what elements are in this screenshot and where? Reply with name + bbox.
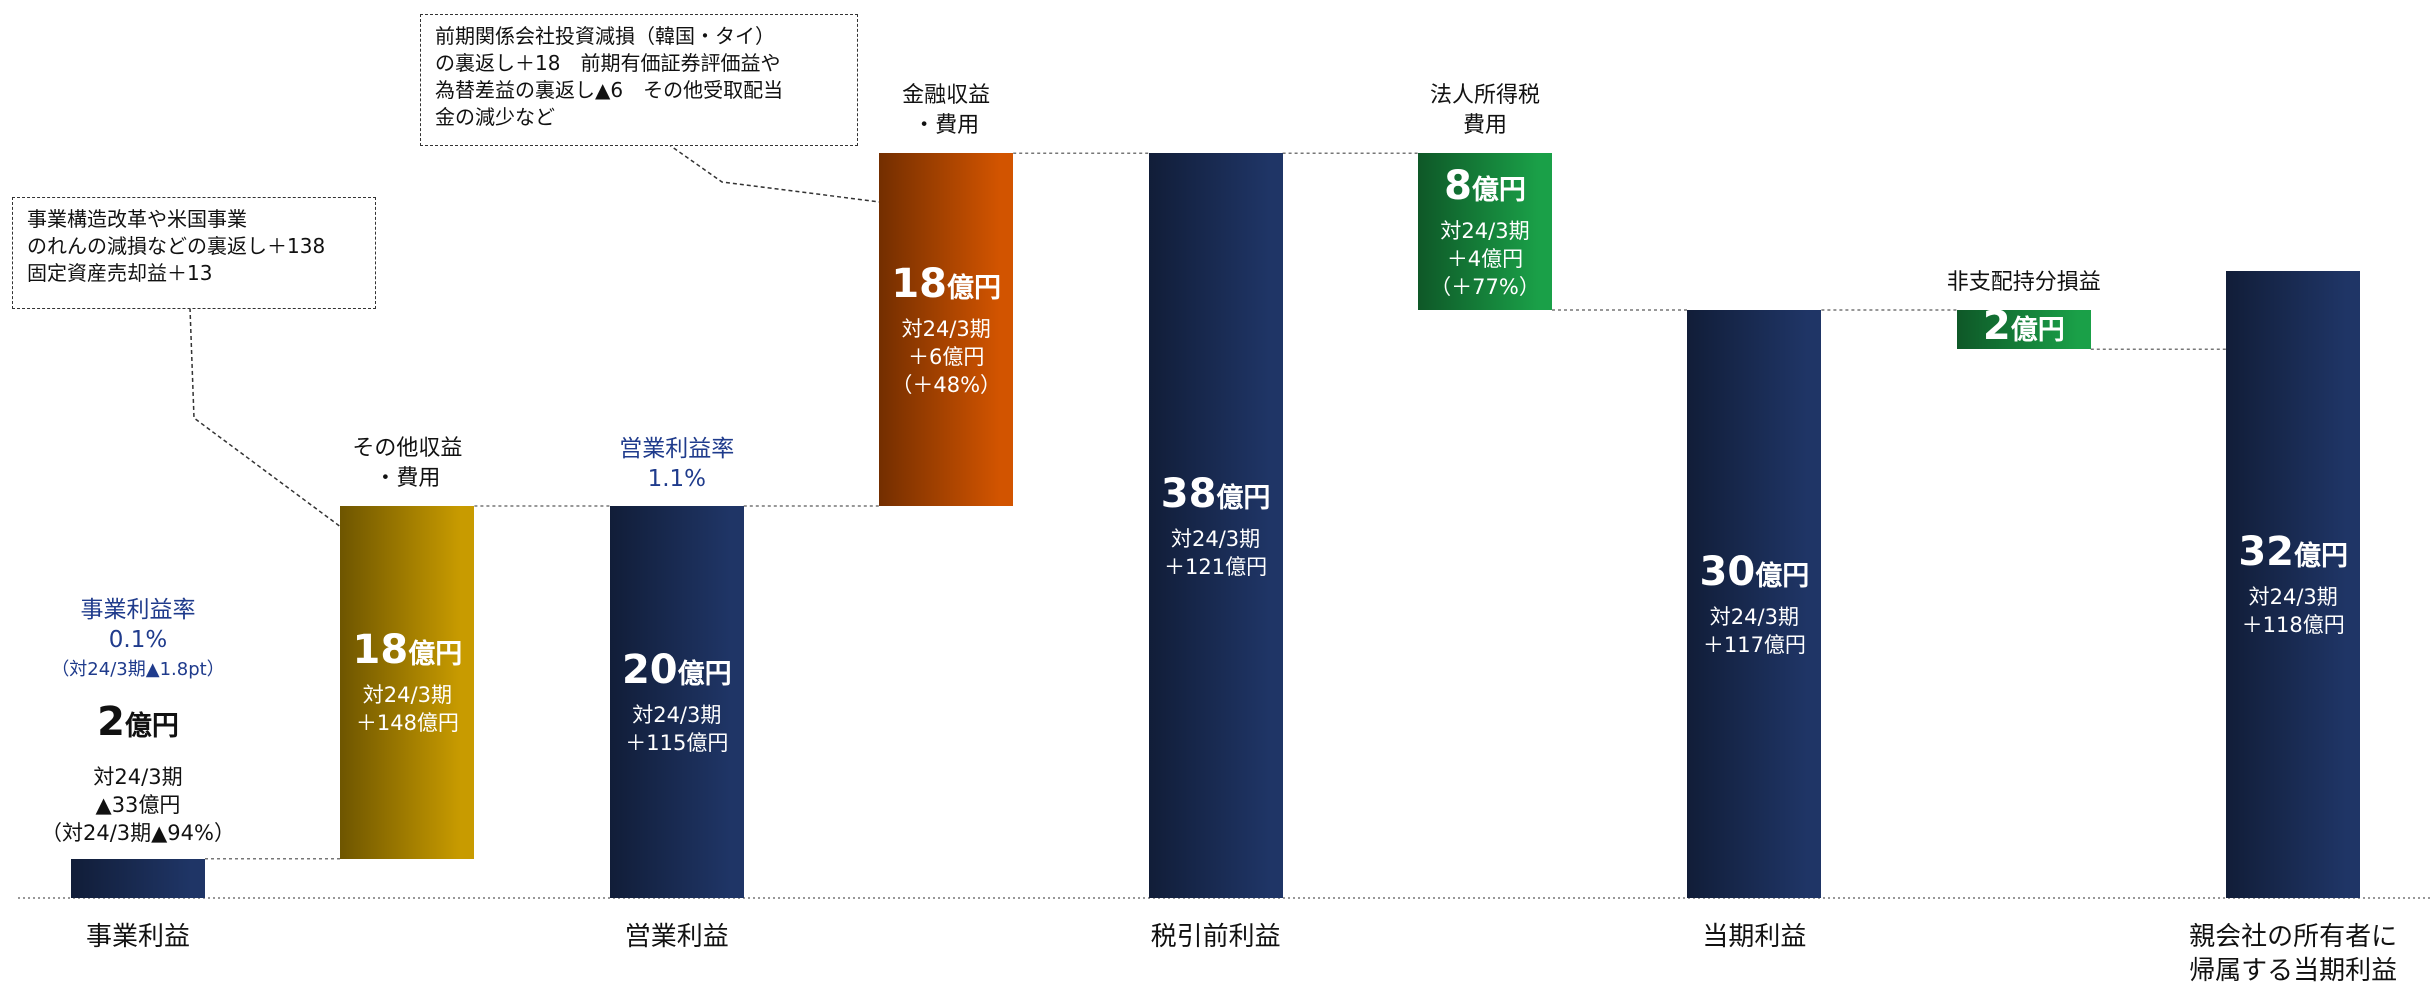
bar-label-group: 18億円対24/3期 ＋6億円 （＋48%） [826, 153, 1066, 506]
bar [340, 506, 475, 859]
bar [71, 858, 205, 898]
bar-note: 対24/3期 ＋4億円 （＋77%） [1430, 218, 1540, 299]
above-group: 法人所得税 費用 [1315, 81, 1655, 141]
bar [1687, 310, 1822, 898]
category-label: その他収益 ・費用 [352, 436, 463, 491]
bar [879, 153, 1014, 506]
callout-leader [667, 143, 881, 203]
ratio-title: 事業利益率 [80, 596, 196, 623]
category-label: 法人所得税 費用 [1429, 83, 1540, 139]
bar-label-group: 18億円対24/3期 ＋148億円 [287, 506, 527, 859]
ratio-title: 営業利益率 [619, 436, 735, 462]
ratio-value: 0.1% [108, 626, 168, 653]
value-label: 30億円 [1699, 549, 1810, 595]
value-label: 2億円 [97, 698, 179, 745]
bar-note: 対24/3期 ＋118億円 [2241, 585, 2345, 638]
value-label: 8億円 [1444, 162, 1526, 209]
value-label: 20億円 [621, 647, 732, 693]
bar [1148, 153, 1283, 898]
category-label: 事業利益 [85, 922, 190, 952]
bar [1418, 153, 1552, 310]
bar-label-group: 38億円対24/3期 ＋121億円 [1096, 153, 1336, 898]
bar-note: 対24/3期 ▲33億円 （対24/3期▲94%） [41, 764, 235, 845]
bar-note: 対24/3期 ＋115億円 [625, 703, 729, 755]
category-label: 親会社の所有者に 帰属する当期利益 [2189, 922, 2398, 986]
callout-box: 事業構造改革や米国事業 のれんの減損などの裏返し＋138 固定資産売却益＋13 [12, 197, 376, 309]
value-label: 32億円 [2238, 529, 2349, 576]
category-label: 営業利益 [624, 922, 729, 952]
value-label: 38億円 [1160, 470, 1271, 517]
value-label: 2億円 [1982, 302, 2065, 349]
bar [1956, 310, 2091, 350]
above-group: 営業利益率 1.1% [507, 434, 847, 494]
bar-note: 対24/3期 ＋121億円 [1164, 526, 1268, 579]
category-label: 金融収益 ・費用 [902, 83, 991, 139]
category-label: 非支配持分損益 [1946, 270, 2101, 295]
bar-label-group: 30億円対24/3期 ＋117億円 [1634, 310, 1874, 898]
value-label: 18億円 [891, 260, 1002, 307]
bar-label-group: 8億円対24/3期 ＋4億円 （＋77%） [1365, 153, 1605, 310]
bar [609, 506, 744, 898]
bar [2226, 270, 2361, 898]
callout-leader [189, 307, 389, 563]
callout-box: 前期関係会社投資減損（韓国・タイ） の裏返し＋18 前期有価証券評価益や 為替差… [420, 14, 858, 146]
bar-note: 対24/3期 ＋6億円 （＋48%） [891, 316, 1002, 397]
ratio-note: （対24/3期▲1.8pt） [51, 658, 225, 680]
above-group: 金融収益 ・費用 [776, 81, 1116, 141]
above-group: 事業利益率 0.1% （対24/3期▲1.8pt） 2億円対24/3期 ▲33億円 （… [0, 595, 308, 847]
bar-note: 対24/3期 ＋117億円 [1702, 605, 1806, 657]
above-group: 非支配持分損益 [1854, 268, 2194, 298]
bar-label-group: 32億円対24/3期 ＋118億円 [2173, 271, 2413, 898]
bar-label-group: 2億円 [1904, 303, 2144, 349]
bar-note: 対24/3期 ＋148億円 [355, 683, 459, 736]
bar-label-group: 20億円対24/3期 ＋115億円 [557, 506, 797, 898]
value-label: 18億円 [352, 627, 463, 674]
ratio-value: 1.1% [647, 466, 707, 492]
category-label: 当期利益 [1702, 922, 1807, 952]
category-label: 税引前利益 [1150, 922, 1281, 952]
above-group: その他収益 ・費用 [237, 434, 577, 494]
